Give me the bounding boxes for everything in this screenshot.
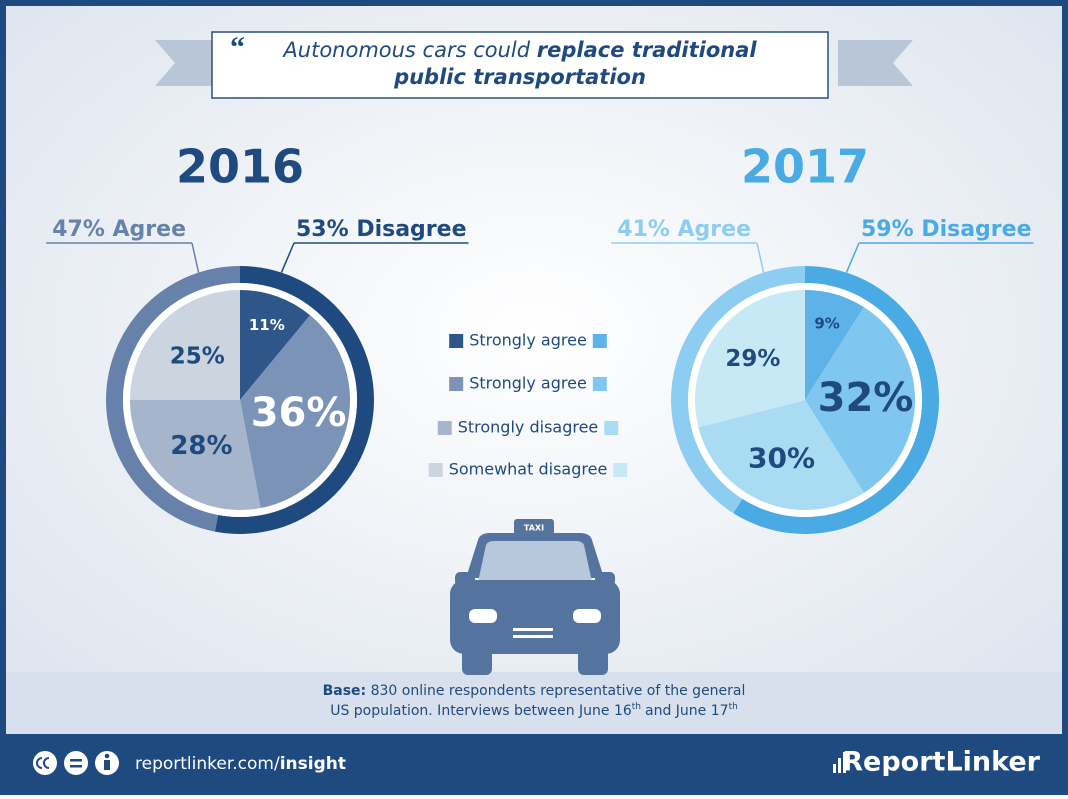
legend-swatch [592,377,607,391]
title-line: Autonomous cars could replace traditiona… [281,38,757,62]
title-emphasis: replace traditional [537,38,758,62]
quote-mark: “ [230,31,245,64]
legend-swatch [428,463,443,477]
slice-label: 11% [249,316,285,334]
ring-label: 59% Disagree [861,217,1032,242]
leader-line [191,242,200,273]
base-line: US population. Interviews between June 1… [330,702,738,720]
title-emphasis: public transportation [393,65,646,89]
ring-arc [671,266,805,514]
legend-swatch [449,377,464,391]
legend-label: Strongly agree [469,374,587,393]
footer-link[interactable]: reportlinker.com/insight [135,754,346,774]
pie-slice [240,290,311,400]
pie-slice [805,290,864,400]
base-label: Base: [323,683,367,699]
footer-site: reportlinker.com/ [135,754,280,774]
taxi-icon: TAXI [450,519,620,675]
base-band [6,672,1062,734]
footer-site-bold: insight [280,754,346,774]
license-icons [33,751,119,775]
legend-label: Strongly disagree [458,418,599,437]
slice-label: 28% [170,431,232,461]
pie-slice [805,307,915,493]
legend-swatch [604,421,619,435]
base-text: and June 17 [645,703,729,719]
slice-label: 32% [818,375,914,421]
slice-label: 25% [170,344,225,370]
legend-swatch [449,334,464,348]
title-lead: Autonomous cars could [281,38,530,62]
ring-label: 41% Agree [617,217,751,242]
pie-slice [695,290,805,428]
base-sup: th [729,702,738,712]
base-text: 830 online respondents representative of… [371,683,746,699]
base-text: US population. Interviews between June 1… [330,703,632,719]
slice-label: 30% [748,441,815,474]
legend-swatch [613,463,628,477]
pie-slice [698,400,864,510]
taxi-sign: TAXI [524,524,544,533]
title-box [211,31,829,99]
leader-line [845,242,860,273]
base-line: Base: 830 online respondents representat… [323,683,746,699]
base-sup: th [632,702,641,712]
pie-slice [240,315,350,509]
legend-swatch [592,334,607,348]
slice-label: 29% [725,346,780,372]
leader-line [756,242,765,273]
pie-slice [130,400,261,510]
ring-label: 53% Disagree [296,217,467,242]
legend-label: Somewhat disagree [449,460,608,479]
ring-arc [106,266,240,532]
pie-slice [130,290,240,400]
brand-name: ReportLinker [842,747,1040,778]
brand-logo [833,752,846,773]
ring-arc [733,266,939,534]
ring-label: 47% Agree [52,217,186,242]
slice-label: 9% [814,314,839,332]
year-title: 2016 [176,140,304,194]
year-title: 2017 [741,140,869,194]
legend-label: Strongly agree [469,331,587,350]
legend-swatch [437,421,452,435]
ribbon-tail [838,40,913,86]
slice-label: 36% [251,390,347,436]
leader-line [280,242,295,273]
